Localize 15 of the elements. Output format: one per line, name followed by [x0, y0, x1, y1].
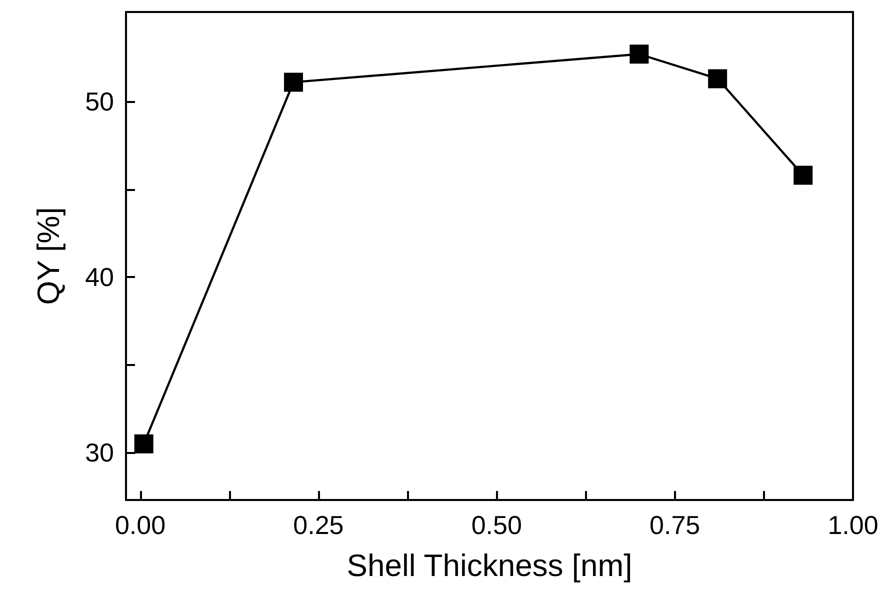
x-tick-label: 1.00	[828, 510, 878, 540]
x-tick-label: 0.50	[471, 510, 522, 540]
point	[134, 434, 154, 454]
point	[708, 69, 728, 88]
point	[630, 44, 649, 64]
x-axis-title: Shell Thickness [nm]	[346, 548, 632, 583]
x-tick-label: 0.75	[650, 510, 700, 540]
x-tick-label: 0.25	[293, 510, 344, 540]
point	[794, 166, 813, 185]
y-axis-title: QY [%]	[31, 207, 66, 305]
x-tick-label: 0.00	[114, 510, 166, 540]
y-tick-label: 50	[85, 86, 114, 117]
y-tick-label: 40	[85, 262, 114, 292]
point	[284, 72, 303, 92]
y-tick-label: 30	[85, 438, 114, 468]
